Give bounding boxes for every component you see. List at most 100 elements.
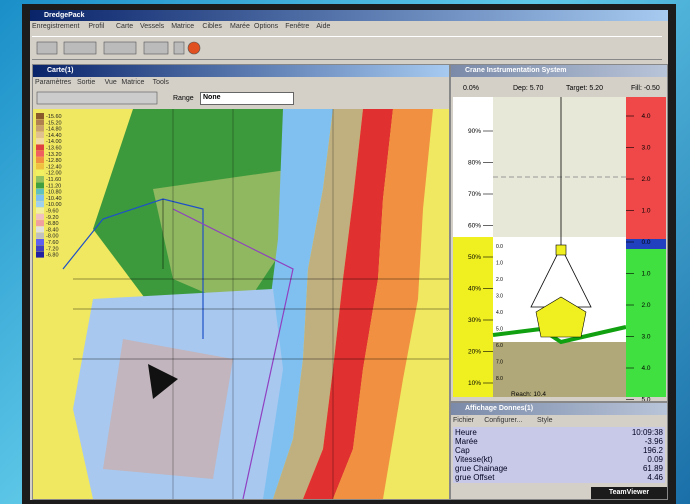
- crane-title-bar: Crane Instrumentation System: [451, 65, 667, 77]
- menu-item[interactable]: Paramètres: [35, 79, 72, 86]
- map-tools: [36, 91, 158, 105]
- menu-item[interactable]: Vue: [104, 79, 117, 86]
- legend-swatch: [36, 176, 44, 182]
- legend-swatch: [36, 251, 44, 258]
- legend-swatch: [36, 157, 44, 164]
- depth-tick-label: 1.0: [641, 271, 650, 278]
- row-label: grue Offset: [455, 473, 495, 482]
- depth-tick-label: 4.0: [641, 113, 650, 120]
- legend-label: -12.80: [46, 158, 62, 164]
- row-label: Cap: [455, 446, 470, 455]
- inner-tick-label: 7.0: [496, 360, 503, 366]
- depth-tick-label: 3.0: [641, 145, 650, 152]
- row-value: 4.46: [647, 473, 663, 482]
- legend-swatch: [36, 138, 44, 145]
- depth: Dep: 5.70: [513, 85, 544, 92]
- map-view: -15.60-15.20-14.80-14.40-14.00-13.60-13.…: [33, 109, 449, 499]
- menu-item[interactable]: Fichier: [453, 417, 475, 424]
- legend-swatch: [36, 144, 44, 151]
- menu-item[interactable]: Configurer...: [484, 417, 523, 424]
- legend-label: -10.00: [46, 202, 62, 208]
- menu-item[interactable]: Tools: [152, 79, 169, 86]
- legend-swatch: [36, 163, 44, 170]
- legend-label: -14.00: [46, 139, 62, 145]
- inner-tick-label: 1.0: [496, 261, 503, 267]
- menu-item[interactable]: Options: [254, 23, 279, 30]
- row-label: Heure: [455, 428, 477, 437]
- row-label: Marée: [455, 437, 478, 446]
- legend-label: -8.40: [46, 227, 59, 233]
- legend-swatch: [36, 131, 44, 138]
- menu-item[interactable]: Vessels: [140, 23, 165, 30]
- legend-label: -7.60: [46, 240, 59, 246]
- legend-label: -14.80: [46, 127, 62, 133]
- pct-tick-label: 30%: [468, 317, 481, 324]
- inner-tick-label: 2.0: [496, 277, 503, 283]
- legend-swatch: [36, 207, 44, 214]
- depth-tick-label: 5.0: [641, 397, 650, 402]
- pct-tick-label: 20%: [468, 349, 481, 356]
- legend-label: -12.40: [46, 164, 62, 170]
- depth-tick-label: 2.0: [641, 302, 650, 309]
- target: Target: 5.20: [566, 85, 603, 92]
- legend-swatch: [36, 220, 44, 227]
- legend-label: -14.40: [46, 133, 62, 139]
- legend-swatch: [36, 232, 44, 239]
- data-table: Heure 10:09:38 Marée -3.96 Cap 196.2 Vitesse(k…: [453, 427, 665, 483]
- row-value: 196.2: [642, 446, 663, 455]
- row-value: -3.96: [644, 437, 663, 446]
- legend-label: -10.80: [46, 190, 62, 196]
- pct-tick-label: 80%: [468, 160, 481, 167]
- pct-tick-label: 60%: [468, 223, 481, 230]
- pct-tick-label: 70%: [468, 191, 481, 198]
- legend-swatch: [36, 119, 44, 126]
- legend-label: -10.40: [46, 196, 62, 202]
- row-value: 10:09:38: [631, 428, 663, 437]
- legend-swatch: [36, 182, 44, 189]
- row-value: 61.89: [642, 464, 663, 473]
- legend-label: -13.20: [46, 152, 62, 158]
- row-label: grue Chainage: [455, 464, 508, 473]
- menu-item[interactable]: Sortie: [77, 79, 96, 86]
- menu-item[interactable]: Fenêtre: [285, 23, 310, 30]
- pct-tick-label: 90%: [468, 128, 481, 135]
- map-toolbar: Range None: [35, 89, 447, 107]
- menu-item[interactable]: Aide: [316, 23, 331, 30]
- menu-item[interactable]: Matrice: [121, 79, 145, 86]
- legend-swatch: [36, 194, 44, 201]
- data-window: Affichage Donnes(1) Fichier Configurer...…: [450, 402, 668, 500]
- legend-label: -9.60: [46, 209, 59, 215]
- menu-item[interactable]: Carte: [116, 23, 134, 30]
- legend-swatch: [36, 245, 44, 252]
- row-label: Vitesse(kt): [455, 455, 493, 464]
- pct-tick-label: 10%: [468, 380, 481, 387]
- menu-item[interactable]: Cibles: [202, 23, 222, 30]
- depth-tick-label: 2.0: [641, 176, 650, 183]
- legend-label: -11.60: [46, 177, 61, 183]
- legend-swatch: [36, 125, 44, 132]
- legend-swatch: [36, 169, 44, 176]
- legend-label: -8.80: [46, 221, 59, 227]
- legend-label: -6.80: [46, 253, 59, 259]
- pct-tick-label: 50%: [468, 254, 481, 261]
- legend-label: -11.20: [46, 183, 61, 189]
- menu-item[interactable]: Style: [537, 417, 553, 424]
- menu-item[interactable]: Matrice: [171, 23, 195, 30]
- legend-swatch: [36, 188, 44, 195]
- menu-item[interactable]: Profil: [88, 23, 105, 30]
- depth-tick-label: 1.0: [641, 208, 650, 215]
- legend-swatch: [36, 201, 44, 208]
- menu-item[interactable]: Enregistrement: [32, 23, 80, 30]
- range-select[interactable]: None: [200, 92, 294, 105]
- map-window: Carte(1) Paramètres Sortie Vue Matrice Tools…: [32, 64, 450, 500]
- pct-tick-label: 40%: [468, 286, 481, 293]
- inner-tick-label: 3.0: [496, 294, 503, 300]
- app-title-bar: DredgePack: [30, 10, 668, 21]
- depth-tick-label: 0.0: [641, 239, 650, 246]
- depth-tick-label: 3.0: [641, 334, 650, 341]
- app-menu: Enregistrement Profil Carte Vessels Matrice C…: [32, 22, 662, 32]
- data-title-bar: Affichage Donnes(1): [451, 403, 667, 415]
- menu-item[interactable]: Marée: [230, 23, 250, 30]
- fill-value: Fill: -0.50: [631, 85, 660, 92]
